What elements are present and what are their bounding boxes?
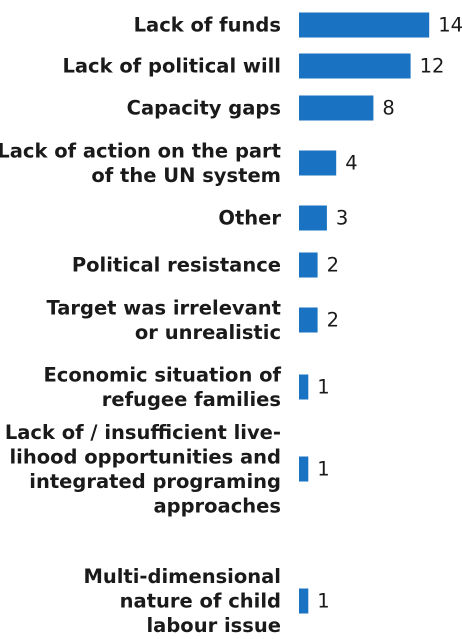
bar-8	[299, 374, 309, 400]
value-label-3: 8	[382, 97, 394, 120]
bar-1	[299, 12, 430, 38]
bar-3	[299, 95, 374, 121]
category-label-line: refugee families	[102, 388, 281, 411]
category-label-6: Political resistance	[72, 254, 281, 277]
category-label-7: Target was irrelevant or unrealistic	[46, 296, 281, 344]
category-label-line: Lack of action on the part	[0, 139, 281, 162]
bar-4	[299, 150, 337, 176]
category-label-9: Lack of / insufficient live-lihood oppor…	[5, 421, 281, 518]
category-label-line: or unrealistic	[135, 321, 281, 344]
value-label-6: 2	[327, 254, 339, 277]
category-label-10: Multi-dimensional nature of child labour i…	[83, 565, 281, 637]
value-label-10: 1	[317, 590, 329, 613]
category-label-line: Political resistance	[72, 254, 281, 277]
value-label-2: 12	[420, 55, 445, 78]
category-label-4: Lack of action on the part of the UN syst…	[0, 139, 281, 187]
category-label-line: Lack of political will	[62, 55, 281, 78]
category-label-line: Other	[218, 207, 281, 230]
category-label-line: Target was irrelevant	[46, 296, 281, 319]
category-label-line: of the UN system	[91, 164, 281, 187]
category-label-line: Lack of / insufficient live-	[5, 421, 281, 444]
category-label-line: integrated programing	[29, 470, 281, 493]
category-label-8: Economic situation of refugee families	[43, 363, 281, 411]
value-label-9: 1	[317, 458, 329, 481]
value-label-7: 2	[327, 309, 339, 332]
bar-2	[299, 53, 411, 79]
category-label-line: approaches	[153, 494, 281, 517]
bars-group	[299, 12, 430, 614]
value-label-8: 1	[317, 376, 329, 399]
bar-5	[299, 205, 327, 231]
category-label-1: Lack of funds	[134, 14, 281, 37]
category-label-5: Other	[218, 207, 281, 230]
category-label-line: lihood opportunities and	[9, 445, 281, 468]
bar-7	[299, 307, 318, 333]
bar-6	[299, 252, 318, 278]
value-labels-group: 14 12 8 4 3 2 2 1 1 1	[317, 14, 462, 613]
bar-9	[299, 456, 309, 482]
value-label-5: 3	[336, 207, 348, 230]
value-label-1: 14	[438, 14, 462, 37]
bar-10	[299, 588, 309, 614]
category-labels-group: Lack of funds Lack of political will Capac…	[0, 14, 282, 638]
value-label-4: 4	[345, 152, 357, 175]
category-label-3: Capacity gaps	[127, 97, 281, 120]
category-label-line: nature of child	[120, 590, 281, 613]
category-label-2: Lack of political will	[62, 55, 281, 78]
category-label-line: Multi-dimensional	[83, 565, 281, 588]
category-label-line: Economic situation of	[43, 363, 281, 386]
category-label-line: labour issue	[147, 614, 282, 637]
category-label-line: Capacity gaps	[127, 97, 281, 120]
category-label-line: Lack of funds	[134, 14, 281, 37]
